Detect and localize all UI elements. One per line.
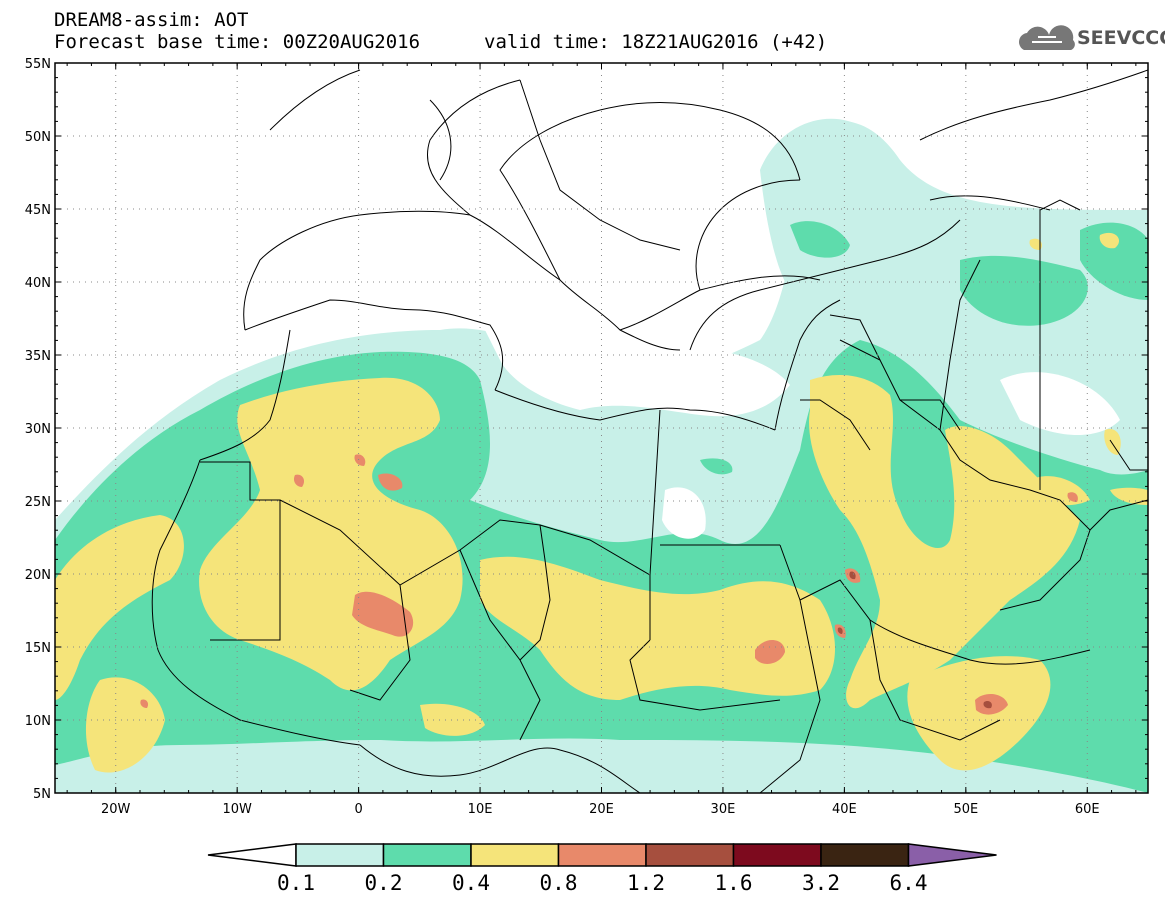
colorbar: 0.1 0.2 0.4 0.8 1.2 1.6 3.2 6.4 — [207, 843, 997, 895]
lon-label: 0 — [354, 802, 362, 817]
colorbar-segment — [820, 843, 910, 867]
lat-label: 45N — [25, 203, 51, 218]
colorbar-label: 1.2 — [627, 871, 665, 895]
lon-label: 40E — [832, 802, 857, 817]
colorbar-segment — [645, 843, 735, 867]
colorbar-label: 0.2 — [365, 871, 403, 895]
lon-label: 30E — [711, 802, 736, 817]
logo-text: SEEVCCC — [1077, 27, 1165, 49]
colorbar-right-extension — [907, 843, 997, 867]
colorbar-label: 0.4 — [452, 871, 490, 895]
colorbar-label: 0.8 — [540, 871, 578, 895]
lon-label: 10W — [222, 802, 252, 817]
lat-label: 25N — [25, 495, 51, 510]
lat-label: 5N — [33, 787, 51, 802]
colorbar-label: 6.4 — [890, 871, 928, 895]
gridlines — [55, 63, 1148, 793]
lat-label: 50N — [25, 130, 51, 145]
colorbar-label: 0.1 — [277, 871, 315, 895]
colorbar-label: 1.6 — [715, 871, 753, 895]
colorbar-segment — [557, 843, 647, 867]
aot-field — [55, 63, 1148, 793]
lon-label: 20E — [589, 802, 614, 817]
lon-label: 60E — [1075, 802, 1100, 817]
lat-label: 30N — [25, 422, 51, 437]
lat-label: 55N — [25, 57, 51, 72]
longitude-axis: 20W 10W 0 10E 20E 30E 40E 50E 60E — [66, 63, 1137, 817]
country-borders — [151, 69, 1148, 793]
colorbar-segment — [295, 843, 385, 867]
colorbar-left-extension — [207, 843, 297, 867]
lat-label: 20N — [25, 568, 51, 583]
lat-label: 10N — [25, 714, 51, 729]
colorbar-segment — [470, 843, 560, 867]
lon-label: 10E — [468, 802, 493, 817]
valid-time: valid time: 18Z21AUG2016 (+42) — [484, 31, 828, 53]
colorbar-segment — [732, 843, 822, 867]
forecast-base-time: Forecast base time: 00Z20AUG2016 — [54, 31, 421, 53]
lat-label: 40N — [25, 276, 51, 291]
colorbar-label: 3.2 — [802, 871, 840, 895]
aot-level-0.4 — [55, 232, 1148, 773]
map-title: DREAM8-assim: AOT — [54, 9, 249, 31]
aot-level-1.2 — [837, 571, 992, 709]
colorbar-segment — [382, 843, 472, 867]
lon-label: 50E — [953, 802, 978, 817]
lat-label: 15N — [25, 641, 51, 656]
lat-label: 35N — [25, 349, 51, 364]
lon-label: 20W — [101, 802, 131, 817]
latitude-axis: 55N 50N 45N 40N 35N 30N 25N 20N 15N 10N 5N — [25, 57, 1148, 802]
cloud-icon — [1019, 25, 1075, 50]
